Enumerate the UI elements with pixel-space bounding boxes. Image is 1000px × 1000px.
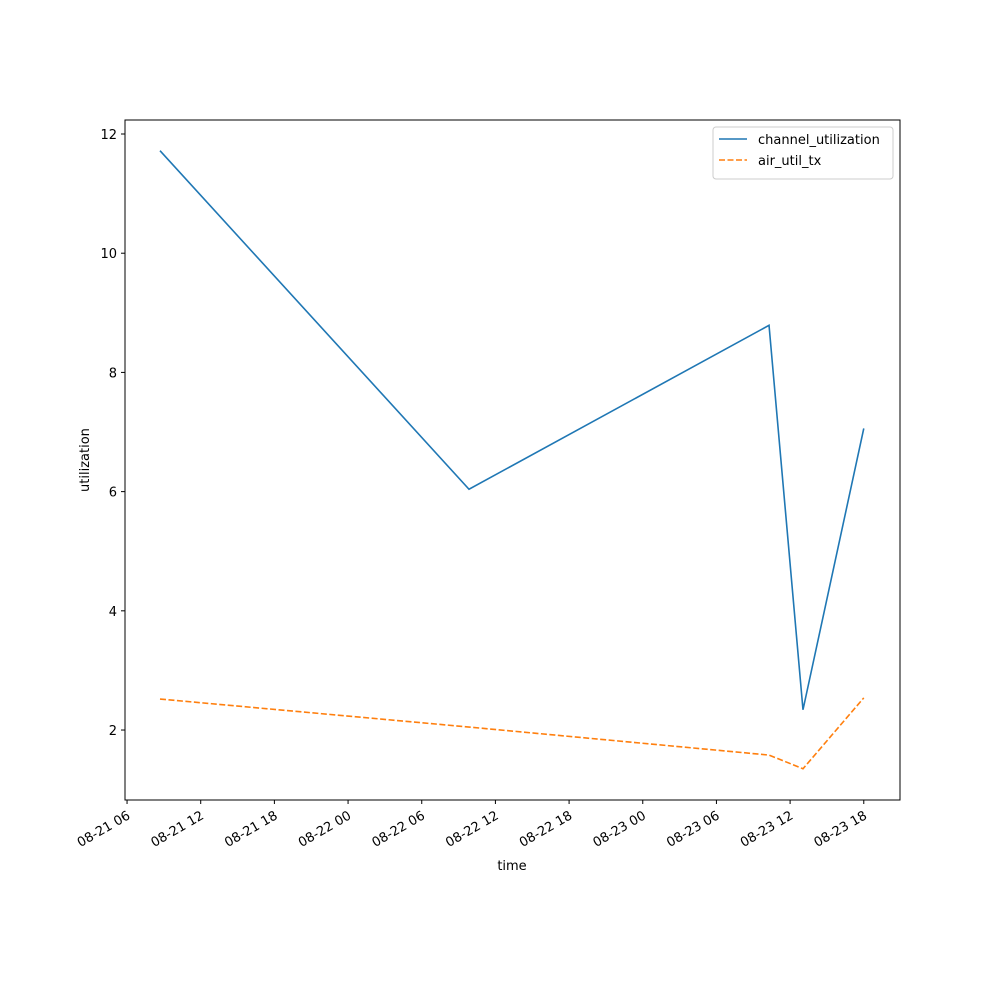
plot-frame: [124, 119, 901, 801]
y-axis-label: utilization: [78, 428, 93, 492]
data-line: [159, 697, 865, 770]
y-tick-label: 12: [100, 128, 117, 143]
y-tick-label: 6: [109, 486, 117, 501]
legend-box: [712, 126, 894, 180]
y-tick-label: 4: [109, 605, 117, 620]
x-axis-label: time: [497, 859, 526, 874]
y-tick-label: 8: [109, 366, 117, 381]
data-line: [159, 150, 865, 710]
y-tick-label: 10: [100, 247, 117, 262]
legend-label: air_util_tx: [758, 154, 822, 169]
legend-label: channel_utilization: [758, 133, 880, 148]
y-tick-label: 2: [109, 724, 117, 739]
